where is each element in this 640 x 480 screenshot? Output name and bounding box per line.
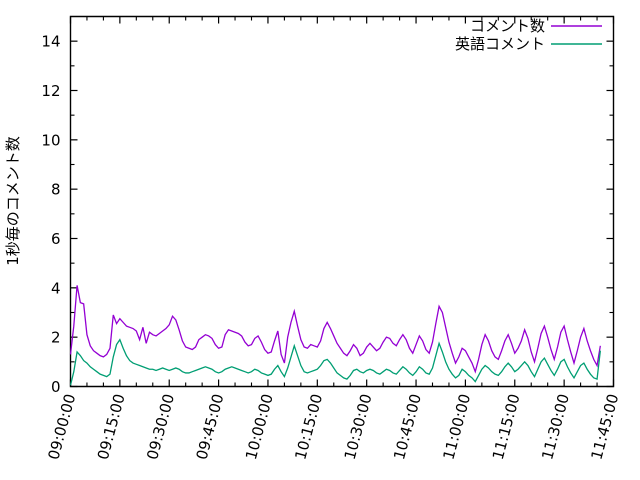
legend-label-1: コメント数 (470, 17, 545, 35)
series-lines (69, 285, 601, 386)
y-tick-label: 14 (41, 33, 60, 51)
y-axis-label: 1秒毎のコメント数 (4, 136, 22, 266)
y-axis-ticks: 0 2 4 6 8 10 12 14 (41, 33, 614, 396)
y-tick-label: 8 (51, 181, 61, 199)
plot-frame (69, 15, 615, 388)
y-tick-label: 6 (51, 230, 61, 248)
legend-label-2: 英語コメント (455, 35, 545, 53)
y-tick-label: 10 (41, 131, 60, 149)
y-axis-label-text: 1秒毎のコメント数 (4, 136, 22, 266)
y-tick-label: 4 (51, 279, 61, 297)
y-tick-label: 0 (51, 378, 61, 396)
y-tick-label: 2 (51, 329, 61, 347)
y-tick-label: 12 (41, 82, 60, 100)
series-line-2 (69, 338, 601, 386)
series-line-1 (69, 285, 601, 374)
